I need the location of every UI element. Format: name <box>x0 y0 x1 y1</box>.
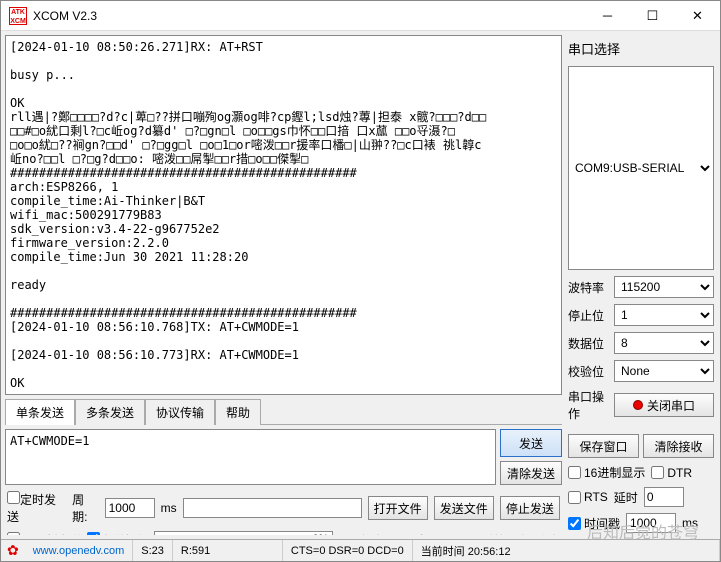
toggle-port-button[interactable]: 关闭串口 <box>614 393 714 417</box>
period-input[interactable] <box>105 498 155 518</box>
hex-send-checkbox[interactable]: 16进制发送 <box>7 532 81 536</box>
tab-protocol[interactable]: 协议传输 <box>145 399 215 425</box>
clear-send-button[interactable]: 清除发送 <box>500 461 562 485</box>
port-select[interactable]: COM9:USB-SERIAL <box>568 66 714 270</box>
close-button[interactable]: ✕ <box>675 1 720 30</box>
save-window-button[interactable]: 保存窗口 <box>568 434 639 458</box>
data-label: 数据位 <box>568 335 610 352</box>
status-time: 当前时间 20:56:12后知后觉的苍穹 <box>413 540 720 561</box>
send-file-button[interactable]: 发送文件 <box>434 496 494 520</box>
settings-icon[interactable]: ✿ <box>1 542 25 559</box>
app-logo: ATK XCM <box>9 7 27 25</box>
delay-input[interactable] <box>644 487 684 507</box>
tab-single-send[interactable]: 单条发送 <box>5 399 75 425</box>
baud-select[interactable]: 115200 <box>614 276 714 298</box>
status-bar: ✿ www.openedv.com S:23 R:591 CTS=0 DSR=0… <box>1 539 720 561</box>
status-sent: S:23 <box>133 540 173 561</box>
minimize-button[interactable]: ─ <box>585 1 630 30</box>
parity-select[interactable]: None <box>614 360 714 382</box>
send-button[interactable]: 发送 <box>500 429 562 457</box>
record-icon <box>633 400 643 410</box>
stop-select[interactable]: 1 <box>614 304 714 326</box>
file-path-input[interactable] <box>183 498 362 518</box>
serial-section-title: 串口选择 <box>568 37 714 60</box>
clear-receive-button[interactable]: 清除接收 <box>643 434 714 458</box>
status-signals: CTS=0 DSR=0 DCD=0 <box>283 540 413 561</box>
window-title: XCOM V2.3 <box>33 9 585 23</box>
titlebar: ATK XCM XCOM V2.3 ─ ☐ ✕ <box>1 1 720 31</box>
maximize-button[interactable]: ☐ <box>630 1 675 30</box>
dtr-checkbox[interactable]: DTR <box>651 466 692 480</box>
progress-bar: 0% <box>154 531 333 535</box>
parity-label: 校验位 <box>568 363 610 380</box>
send-textarea[interactable]: AT+CWMODE=1 <box>5 429 496 485</box>
baud-label: 波特率 <box>568 279 610 296</box>
data-select[interactable]: 8 <box>614 332 714 354</box>
open-file-button[interactable]: 打开文件 <box>368 496 428 520</box>
timestamp-input[interactable] <box>626 513 676 533</box>
timestamp-checkbox[interactable]: 时间戳 <box>568 515 620 532</box>
rts-checkbox[interactable]: RTS <box>568 490 608 504</box>
op-label: 串口操作 <box>568 388 610 422</box>
receive-textarea[interactable]: [2024-01-10 08:50:26.271]RX: AT+RST busy… <box>5 35 562 395</box>
send-newline-checkbox[interactable]: 发送新行 <box>87 532 148 536</box>
status-received: R:591 <box>173 540 283 561</box>
tab-multi-send[interactable]: 多条发送 <box>75 399 145 425</box>
stop-send-button[interactable]: 停止发送 <box>500 496 560 520</box>
vendor-link[interactable]: www.openedv.com <box>33 545 125 557</box>
timestamp-unit: ms <box>682 516 698 530</box>
timed-send-checkbox[interactable]: 定时发送 <box>7 491 66 525</box>
tab-help[interactable]: 帮助 <box>215 399 261 425</box>
hex-display-checkbox[interactable]: 16进制显示 <box>568 464 645 481</box>
delay-label: 延时 <box>614 489 638 506</box>
stop-label: 停止位 <box>568 307 610 324</box>
ad-link[interactable]: 【火爆全网】正点原子DS100手持示波器上市 <box>339 532 560 535</box>
period-label: 周期: <box>72 491 98 525</box>
period-unit: ms <box>161 501 177 515</box>
send-tabs: 单条发送 多条发送 协议传输 帮助 <box>5 399 562 425</box>
